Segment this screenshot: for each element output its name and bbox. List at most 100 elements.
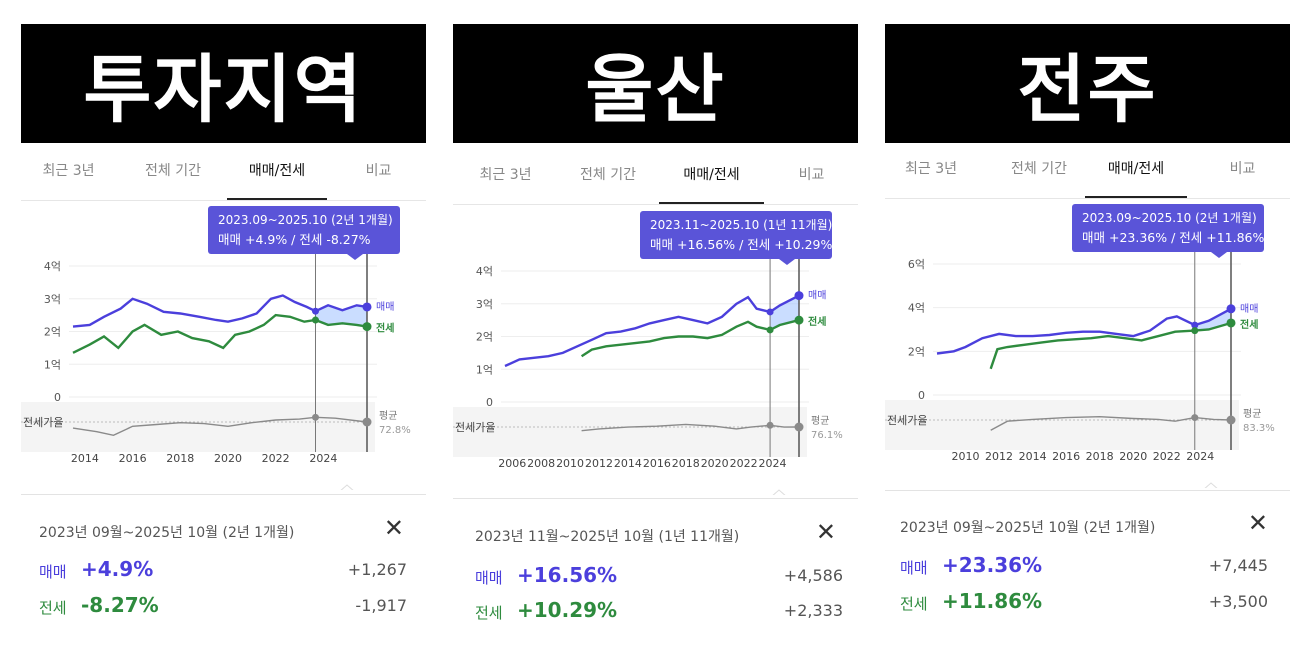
panel-투자지역: 투자지역 최근 3년 전체 기간 매매/전세 비교 4억 3억 2억 1억 0 전세가율 평…	[21, 0, 426, 649]
jeonse-end-label: 전세	[376, 322, 394, 335]
sale-amount: +4,586	[783, 566, 843, 585]
jeonse-amount: +3,500	[1208, 592, 1268, 611]
close-icon[interactable]: ✕	[815, 518, 836, 546]
panel-울산: 울산 최근 3년 전체 기간 매매/전세 비교 4억 3억 2억 1억 0 전세가율 평균 7…	[453, 0, 858, 649]
jeonse-start-marker	[766, 326, 774, 334]
jeonse-row: 전세 +11.86% +3,500	[900, 589, 1268, 615]
tab-sale-jeonse[interactable]: 매매/전세	[248, 163, 306, 179]
ratio-band	[885, 400, 1239, 450]
chart-divider	[21, 494, 426, 495]
sale-end-label: 매매	[1240, 303, 1258, 315]
close-icon[interactable]: ✕	[1247, 509, 1268, 537]
jeonse-start-marker	[311, 316, 319, 324]
tab-all-period[interactable]: 전체 기간	[145, 163, 201, 179]
ratio-band	[21, 402, 375, 452]
selection-fill	[315, 305, 367, 327]
jeonse-label: 전세	[475, 604, 503, 622]
jeonse-percent: +10.29%	[517, 598, 618, 622]
y-tick-label: 4억	[44, 260, 61, 273]
jeonse-series-line	[580, 318, 800, 358]
jeonse-percent: +11.86%	[942, 589, 1043, 613]
tab-recent-3y[interactable]: 최근 3년	[42, 163, 95, 179]
x-tick-label: 2014	[614, 457, 642, 470]
x-tick-label: 2018	[672, 457, 700, 470]
y-tick-label: 1억	[476, 363, 493, 376]
region-banner: 투자지역	[21, 24, 426, 143]
sale-end-label: 매매	[376, 301, 394, 313]
tooltip-period: 2023.11~2025.10 (1년 11개월)	[650, 218, 832, 232]
x-tick-label: 2018	[166, 452, 194, 465]
tab-all-period[interactable]: 전체 기간	[580, 167, 636, 183]
ratio-band	[453, 407, 807, 457]
chart-divider	[885, 490, 1290, 491]
ratio-start-marker	[1191, 414, 1199, 422]
sale-amount: +1,267	[347, 560, 407, 579]
summary-period: 2023년 09월~2025년 10월 (2년 1개월)	[39, 525, 295, 541]
active-tab-indicator	[659, 202, 764, 204]
tooltip-pointer	[347, 254, 363, 260]
jeonse-percent: -8.27%	[81, 593, 159, 617]
tab-recent-3y[interactable]: 최근 3년	[479, 167, 532, 183]
tooltip-changes: 매매 +4.9% / 전세 -8.27%	[218, 232, 371, 247]
sale-start-marker	[311, 307, 319, 315]
y-tick-label: 3억	[44, 293, 61, 306]
jeonse-end-label: 전세	[808, 315, 826, 328]
jeonse-amount: +2,333	[783, 601, 843, 620]
ratio-end-marker	[794, 422, 804, 432]
sale-label: 매매	[39, 563, 67, 581]
average-value: 72.8%	[379, 425, 411, 436]
ratio-series-line	[581, 423, 800, 432]
close-icon[interactable]: ✕	[383, 514, 404, 542]
sale-start-marker	[1191, 321, 1199, 329]
ratio-label: 전세가율	[23, 416, 63, 429]
tooltip-pointer	[779, 259, 795, 265]
region-banner: 전주	[885, 24, 1290, 143]
y-tick-label: 6억	[908, 258, 925, 271]
collapse-caret	[772, 489, 786, 495]
x-tick-label: 2012	[985, 450, 1013, 463]
ratio-end-marker	[362, 417, 372, 427]
average-label: 평균	[379, 410, 397, 422]
jeonse-series-line	[72, 313, 368, 354]
y-tick-label: 2억	[908, 345, 925, 358]
region-title: 투자지역	[83, 47, 364, 133]
tooltip-period: 2023.09~2025.10 (2년 1개월)	[1082, 211, 1257, 225]
ratio-start-marker	[311, 413, 319, 421]
sale-percent: +23.36%	[942, 553, 1043, 577]
y-tick-label: 0	[486, 396, 493, 409]
sale-label: 매매	[475, 569, 503, 587]
tab-sale-jeonse[interactable]: 매매/전세	[683, 167, 740, 183]
tooltip-box	[208, 206, 400, 254]
tab-bar: 최근 3년 전체 기간 매매/전세 비교	[21, 160, 426, 200]
x-tick-label: 2020	[1119, 450, 1147, 463]
tab-sale-jeonse[interactable]: 매매/전세	[1107, 161, 1165, 177]
tab-bar: 최근 3년 전체 기간 매매/전세 비교	[453, 164, 858, 204]
tab-divider	[21, 200, 426, 201]
sale-series-line	[936, 307, 1232, 355]
sale-row: 매매 +23.36% +7,445	[900, 553, 1268, 579]
tab-recent-3y[interactable]: 최근 3년	[905, 161, 957, 177]
x-tick-label: 2014	[1019, 450, 1047, 463]
x-tick-label: 2022	[730, 457, 758, 470]
sale-row: 매매 +4.9% +1,267	[39, 557, 407, 583]
x-tick-label: 2016	[1052, 450, 1080, 463]
sale-end-marker	[794, 291, 804, 301]
y-tick-label: 0	[918, 389, 925, 402]
tab-compare[interactable]: 비교	[1229, 161, 1256, 177]
ratio-end-marker	[1226, 415, 1236, 425]
collapse-caret	[340, 484, 354, 490]
tab-compare[interactable]: 비교	[798, 167, 825, 183]
sale-label: 매매	[900, 559, 928, 577]
tab-all-period[interactable]: 전체 기간	[1011, 161, 1067, 177]
jeonse-series-line	[989, 321, 1232, 370]
x-tick-label: 2024	[759, 457, 787, 470]
tab-compare[interactable]: 비교	[365, 163, 392, 179]
jeonse-row: 전세 +10.29% +2,333	[475, 598, 843, 624]
sale-row: 매매 +16.56% +4,586	[475, 563, 843, 589]
y-tick-label: 2억	[476, 331, 493, 344]
sale-end-label: 매매	[808, 290, 826, 302]
y-tick-label: 4억	[476, 265, 493, 278]
